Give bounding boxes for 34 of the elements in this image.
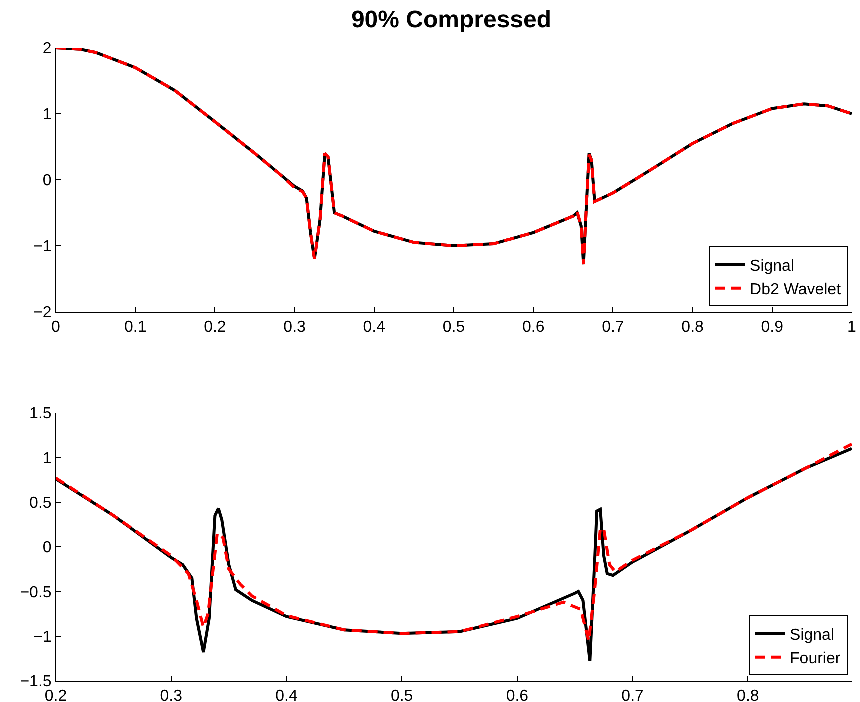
- x-tick-label: 0.2: [44, 688, 68, 702]
- y-tick-label: −1.5: [20, 674, 52, 691]
- y-tick-label: 0.5: [30, 494, 52, 512]
- x-tick-label: 0.4: [276, 688, 298, 702]
- x-tick-label: 0.7: [602, 319, 624, 336]
- y-tick-label: −0.5: [20, 584, 52, 602]
- x-tick-label: 0.3: [160, 688, 183, 702]
- y-tick-label: 0: [42, 540, 52, 557]
- legend-label: Signal: [750, 258, 795, 275]
- y-tick-label: 0: [42, 172, 52, 190]
- y-tick-label: 1: [42, 106, 52, 124]
- y-tick-label: 1.5: [30, 406, 52, 423]
- x-tick-label: 0.9: [761, 319, 784, 336]
- x-tick-label: 1: [848, 319, 857, 336]
- x-tick-label: 0.1: [124, 319, 147, 336]
- x-tick-label: 0.7: [622, 688, 644, 702]
- y-tick-label: 2: [42, 40, 52, 58]
- x-tick-label: 0.3: [284, 319, 306, 336]
- y-tick-label: −2: [34, 304, 52, 322]
- chart-title: 90% Compressed: [351, 6, 552, 34]
- x-tick-label: 0.4: [363, 319, 386, 336]
- y-tick-label: −1: [34, 628, 52, 646]
- legend-label: Fourier: [790, 650, 842, 668]
- x-tick-label: 0.6: [506, 688, 529, 702]
- legend-label: Db2 Wavelet: [750, 282, 842, 299]
- x-tick-label: 0.2: [204, 319, 226, 336]
- x-tick-label: 0.8: [737, 688, 760, 702]
- x-tick-label: 0.5: [442, 319, 466, 336]
- x-tick-label: 0.5: [390, 688, 414, 702]
- x-tick-label: 0.8: [682, 319, 704, 336]
- x-tick-label: 0.6: [522, 319, 545, 336]
- y-tick-label: −1: [34, 238, 52, 256]
- y-tick-label: 1: [42, 450, 52, 468]
- legend-label: Signal: [790, 626, 835, 644]
